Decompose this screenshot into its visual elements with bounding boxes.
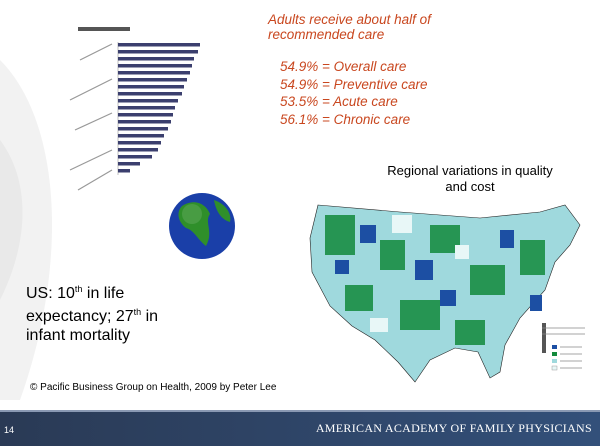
care-item: 54.9% = Preventive care (280, 76, 428, 92)
bar-chart-image (69, 27, 200, 191)
us-text: US: 10 (26, 285, 75, 302)
swirl (0, 60, 53, 400)
globe (169, 193, 235, 259)
care-item: 56.1% = Chronic care (280, 111, 411, 127)
page-number: 14 (4, 425, 15, 435)
us-text: in life (82, 285, 125, 302)
footer-rule (0, 410, 600, 412)
map-legend (542, 323, 585, 371)
us-line: expectancy; 27th in (26, 303, 158, 326)
caption-line: Regional variations in quality (387, 163, 553, 178)
care-item: 53.5% = Acute care (280, 94, 398, 109)
us-line: US: 10th in life (26, 280, 158, 303)
us-map (309, 204, 585, 383)
us-line: infant mortality (26, 326, 158, 345)
us-text: expectancy; 27 (26, 308, 134, 325)
footer-text: AMERICAN ACADEMY OF FAMILY PHYSICIANS (315, 421, 592, 435)
care-list: 54.9% = Overall care 54.9% = Preventive c… (280, 58, 427, 128)
credit: © Pacific Business Group on Health, 2009… (30, 382, 277, 393)
map-caption: Regional variations in quality and cost (350, 163, 590, 195)
us-text: in (141, 308, 159, 325)
care-heading: Adults receive about half of recommended… (268, 12, 431, 42)
care-item: 54.9% = Overall care (280, 59, 407, 74)
us-text: infant mortality (26, 327, 131, 344)
footer-bar (0, 410, 600, 446)
us-facts: US: 10th in life expectancy; 27th in infan… (26, 280, 158, 345)
swirl (0, 140, 23, 300)
ordinal-suffix: th (74, 284, 83, 294)
ordinal-suffix: th (133, 307, 142, 317)
heading-line: Adults receive about half of (268, 12, 431, 27)
heading-line: recommended care (268, 27, 385, 42)
caption-line: and cost (445, 179, 495, 194)
